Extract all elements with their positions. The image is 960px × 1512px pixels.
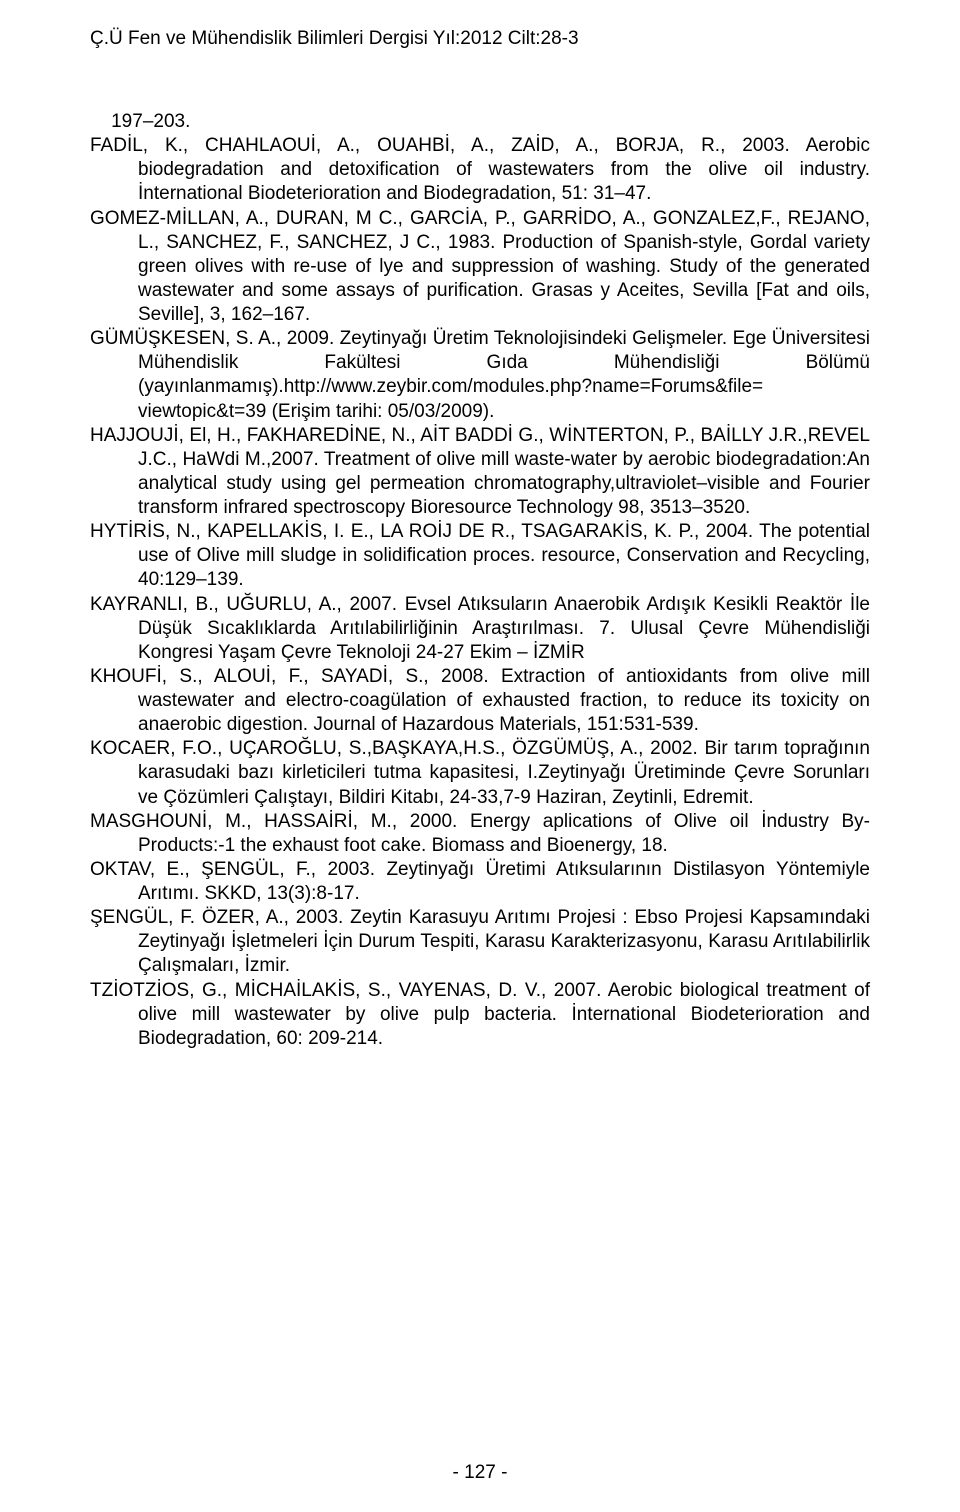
reference-entry: FADİL, K., CHAHLAOUİ, A., OUAHBİ, A., ZA…	[90, 134, 870, 206]
reference-entry: HYTİRİS, N., KAPELLAKİS, I. E., LA ROİJ …	[90, 520, 870, 592]
reference-entry: ŞENGÜL, F. ÖZER, A., 2003. Zeytin Karasu…	[90, 906, 870, 978]
references-block: 197–203. FADİL, K., CHAHLAOUİ, A., OUAHB…	[90, 110, 870, 1051]
journal-header: Ç.Ü Fen ve Mühendislik Bilimleri Dergisi…	[90, 28, 870, 50]
reference-entry: GÜMÜŞKESEN, S. A., 2009. Zeytinyağı Üret…	[90, 327, 870, 424]
page-container: Ç.Ü Fen ve Mühendislik Bilimleri Dergisi…	[0, 0, 960, 1512]
reference-entry: KOCAER, F.O., UÇAROĞLU, S.,BAŞKAYA,H.S.,…	[90, 737, 870, 809]
reference-line: 197–203.	[90, 110, 870, 134]
reference-entry: KHOUFİ, S., ALOUİ, F., SAYADİ, S., 2008.…	[90, 665, 870, 737]
reference-entry: KAYRANLI, B., UĞURLU, A., 2007. Evsel At…	[90, 593, 870, 665]
page-number: - 127 -	[0, 1462, 960, 1484]
reference-entry: HAJJOUJİ, El, H., FAKHAREDİNE, N., AİT B…	[90, 424, 870, 521]
reference-entry: MASGHOUNİ, M., HASSAİRİ, M., 2000. Energ…	[90, 810, 870, 858]
reference-entry: OKTAV, E., ŞENGÜL, F., 2003. Zeytinyağı …	[90, 858, 870, 906]
reference-entry: GOMEZ-MİLLAN, A., DURAN, M C., GARCİA, P…	[90, 207, 870, 328]
reference-entry: TZİOTZİOS, G., MİCHAİLAKİS, S., VAYENAS,…	[90, 979, 870, 1051]
